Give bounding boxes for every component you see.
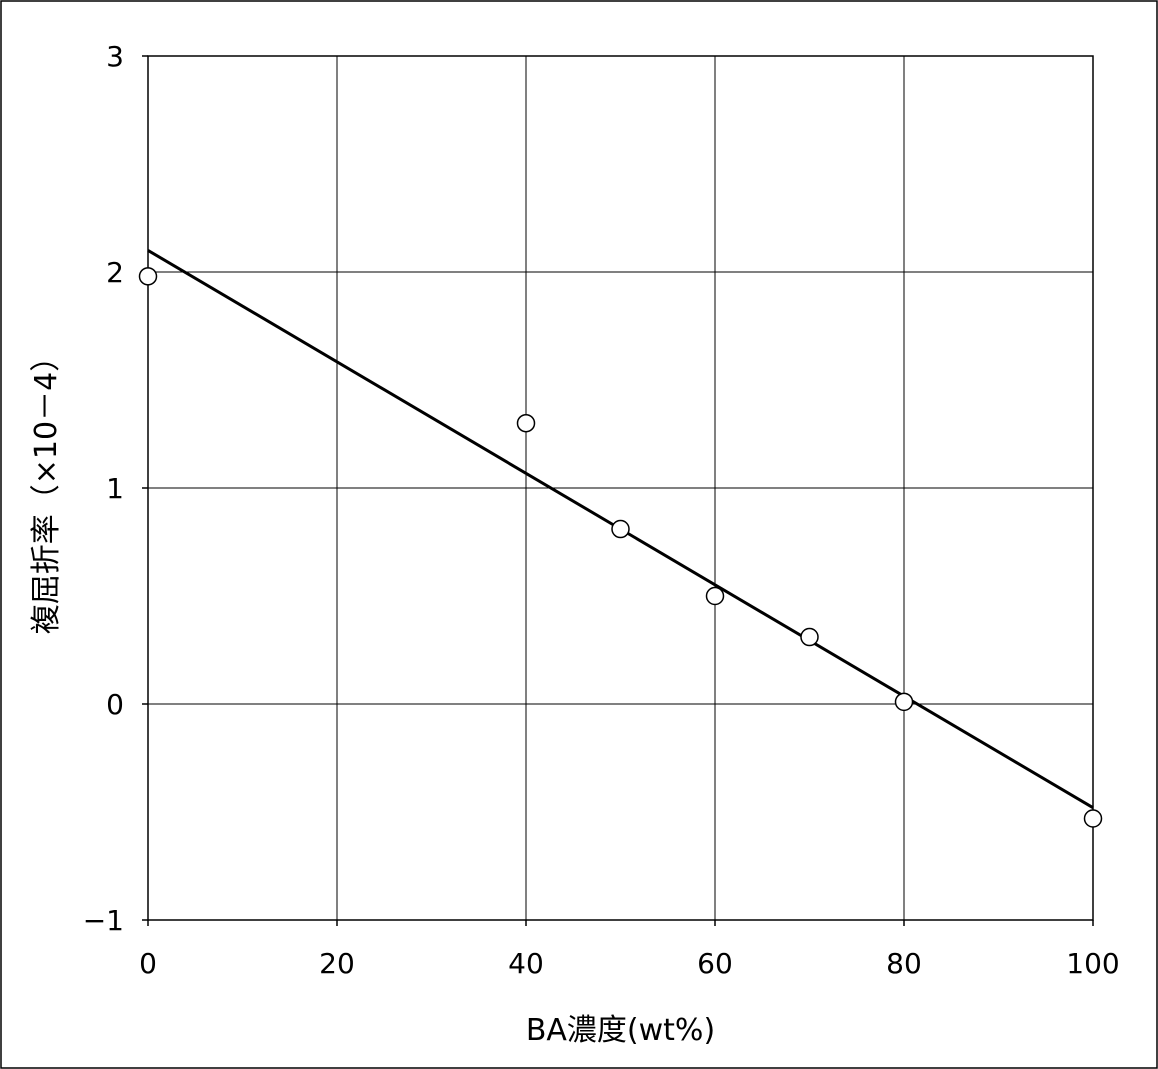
x-axis-title: BA濃度(wt%) (526, 1013, 715, 1048)
y-tick-label: 0 (106, 688, 124, 721)
y-tick-label: 3 (106, 40, 124, 73)
y-tick-label: 1 (106, 472, 124, 505)
y-axis-title: 複屈折率（×10－4） (29, 342, 64, 634)
x-tick-label: 0 (139, 947, 157, 980)
x-tick-label: 60 (697, 947, 733, 980)
data-point (1083, 809, 1103, 828)
y-axis-tick-labels: 3 2 1 0 −1 (83, 40, 124, 937)
y-tick-label: 2 (106, 256, 124, 289)
data-point (705, 586, 725, 606)
y-tick-label: −1 (83, 904, 124, 937)
data-point (894, 692, 914, 712)
data-points (138, 267, 1103, 828)
data-point (516, 413, 536, 433)
x-tick-label: 80 (886, 947, 922, 980)
plot-area-frame (147, 55, 1094, 921)
x-tick-label: 100 (1066, 947, 1119, 980)
x-tick-label: 40 (508, 947, 544, 980)
data-point (800, 627, 819, 647)
data-point (611, 519, 630, 539)
data-point (138, 267, 158, 286)
x-axis-tick-labels: 0 20 40 60 80 100 (139, 947, 1120, 980)
x-tick-label: 20 (319, 947, 355, 980)
